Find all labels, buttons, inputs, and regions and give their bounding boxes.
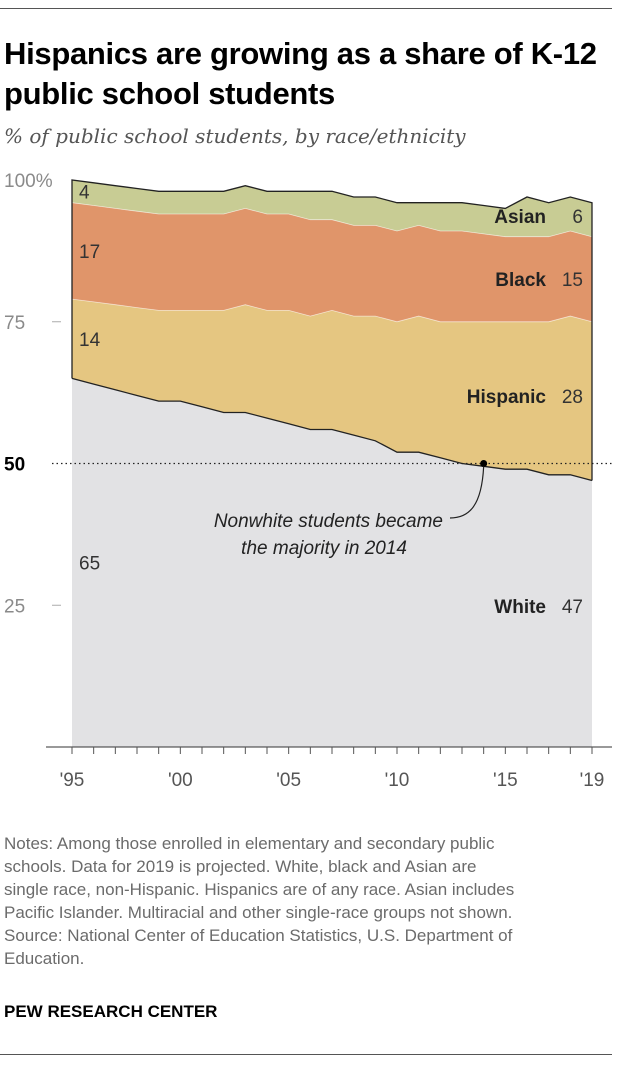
annotation-connector (449, 466, 485, 519)
y-tick-label: 75 (4, 313, 25, 334)
x-tick-label: '00 (168, 770, 193, 791)
chart-title: Hispanics are growing as a share of K-12… (4, 36, 597, 111)
area-divider (71, 202, 593, 238)
series-name-label: Asian (494, 207, 546, 228)
y-tick-label: 25 (4, 596, 25, 617)
notes-line: schools. Data for 2019 is projected. Whi… (4, 857, 477, 876)
y-tick-label: 100% (4, 171, 53, 192)
start-value-label: 14 (79, 330, 101, 351)
majority-point (480, 460, 488, 467)
notes-line: Education. (4, 949, 85, 968)
stacked-area-chart: '95 '00 '05 '10 '15 '19 25 50 75 100% Nonwhite stu… (4, 171, 612, 791)
series-name-label: Black (495, 270, 546, 291)
notes-line: Source: National Center of Education Sta… (4, 926, 513, 945)
white-share-line (71, 377, 593, 482)
area-divider (71, 298, 593, 323)
area-white (72, 378, 592, 747)
start-value-label: 4 (79, 182, 90, 203)
end-value-label: 6 (572, 207, 583, 228)
chart-notes: Notes: Among those enrolled in elementar… (4, 832, 610, 970)
bottom-rule (0, 1054, 612, 1055)
area-hispanic (72, 299, 592, 481)
x-tick-label: '19 (580, 770, 605, 791)
notes-line: single race, non-Hispanic. Hispanics are… (4, 880, 515, 899)
notes-line: Pacific Islander. Multiracial and other … (4, 903, 513, 922)
area-black (72, 202, 592, 322)
x-tick-label: '95 (60, 770, 85, 791)
brand-label: PEW RESEARCH CENTER (4, 1002, 218, 1021)
series-name-label: Hispanic (467, 387, 547, 408)
x-tick-label: '10 (385, 770, 410, 791)
top-rule (0, 8, 612, 9)
stack-outline (71, 179, 593, 481)
end-value-label: 28 (562, 387, 583, 408)
notes-line: Notes: Among those enrolled in elementar… (4, 834, 495, 853)
end-value-label: 15 (562, 270, 583, 291)
start-value-label: 65 (79, 554, 100, 575)
annotation-text: Nonwhite students became (214, 511, 443, 532)
series-name-label: White (494, 597, 546, 618)
x-tick-label: '05 (276, 770, 301, 791)
area-asian (72, 180, 592, 237)
x-tick-label: '15 (493, 770, 518, 791)
start-value-label: 17 (79, 242, 100, 263)
end-value-label: 47 (562, 597, 583, 618)
y-tick-label: 50 (4, 455, 25, 476)
annotation-text: the majority in 2014 (241, 538, 407, 559)
chart-subtitle: % of public school students, by race/eth… (4, 124, 466, 148)
